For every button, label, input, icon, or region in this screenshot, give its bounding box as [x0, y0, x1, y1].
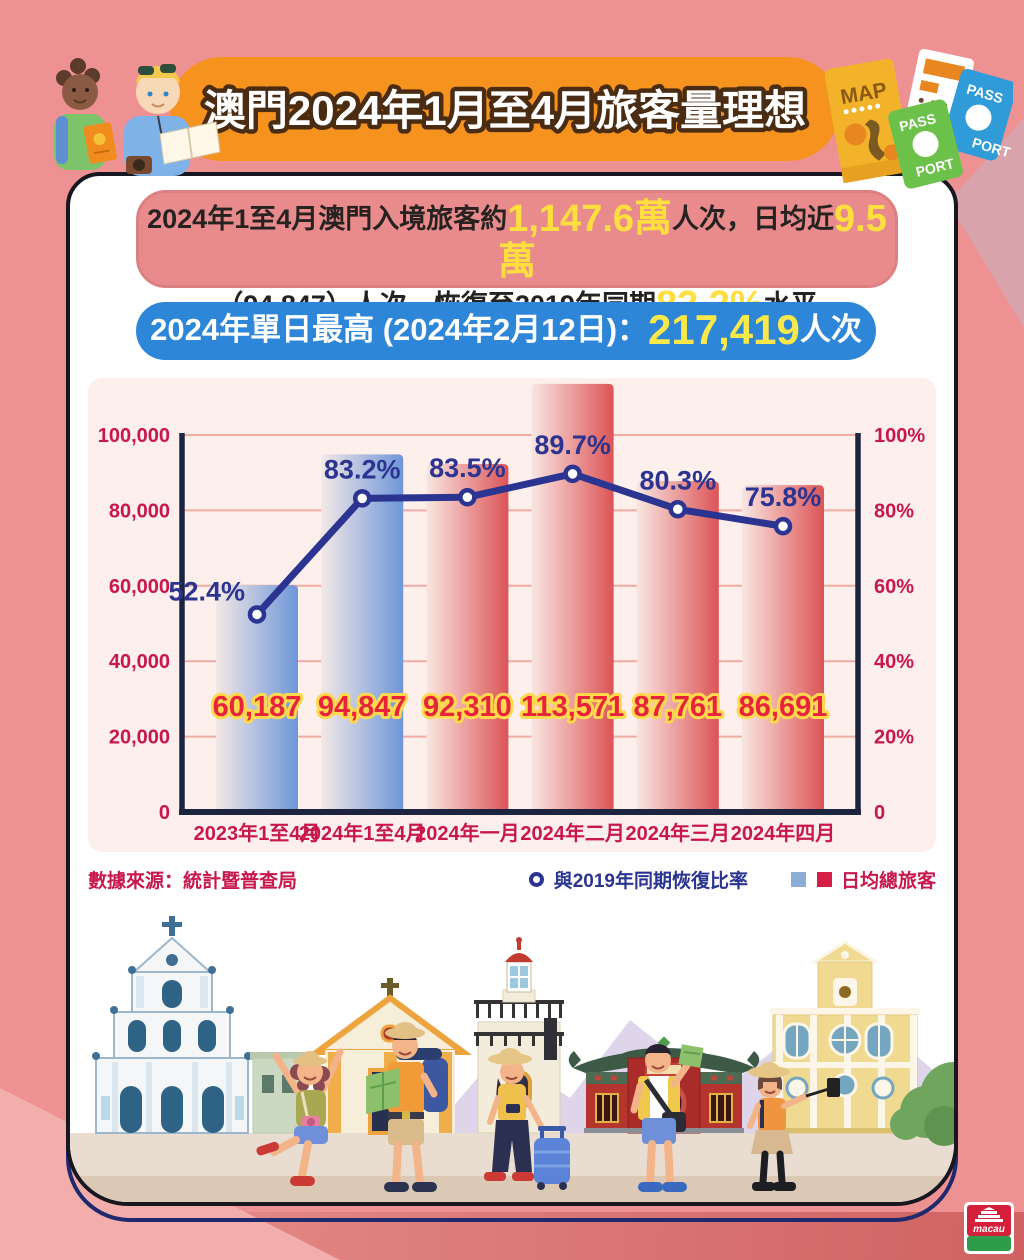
svg-text:macau: macau [973, 1224, 1005, 1235]
st-pauls-ruins [92, 916, 252, 1134]
chart-meta-row: 數據來源：統計暨普查局 與2019年同期恢復比率 日均總旅客 [88, 864, 936, 894]
line-marker [352, 489, 372, 508]
right-axis-tick-label: 40% [874, 651, 914, 673]
tourist-map-man [630, 1044, 704, 1192]
text-segment: 人次 [799, 312, 862, 347]
record-text: 2024年單日最高 (2024年2月12日)：217,419人次 [150, 309, 862, 351]
legend-bar-swatch-red [816, 871, 832, 887]
bar-value-label: 113,571 [521, 691, 624, 723]
bar [742, 485, 824, 812]
text-segment: 1,147.6萬 [507, 198, 673, 240]
y-axis-tick-label: 80,000 [109, 500, 170, 522]
bar-value-label: 60,187 [213, 691, 302, 723]
bar-value-label: 86,691 [739, 691, 828, 723]
bar [636, 481, 719, 812]
legend-bar-swatch-blue [790, 871, 806, 887]
pct-label: 89.7% [534, 430, 611, 460]
tourist-character-left [54, 58, 117, 170]
text-segment: 9.5萬 [497, 198, 887, 283]
tourist-selfie-woman [747, 1062, 840, 1191]
chart-panel: 0 20,000 40,000 60,000 80,000 100,000 0 20% 40% 6… [88, 378, 936, 852]
text-segment: 人次，日均近 [672, 204, 835, 234]
legend-line-marker-icon [528, 871, 544, 887]
passport-green-icon: PASS PORT [888, 99, 963, 189]
record-pill: 2024年單日最高 (2024年2月12日)：217,419人次 [136, 302, 876, 360]
x-axis-label: 2024年三月 [626, 821, 731, 845]
tourist-backpacker-man [366, 1022, 448, 1192]
line-marker [458, 487, 477, 507]
bar [426, 463, 509, 812]
macau-tourism-logo: macau [964, 1202, 1014, 1254]
legend-bar-label: 日均總旅客 [840, 870, 936, 892]
source-label: 數據來源：統計暨普查局 [88, 870, 298, 892]
ruins-facade-glyph [975, 1207, 1003, 1222]
right-axis-tick-label: 0 [874, 802, 885, 824]
pct-label: 75.8% [745, 482, 822, 512]
y-axis-tick-label: 20,000 [109, 727, 170, 749]
x-axis-label: 2024年二月 [520, 821, 625, 845]
x-axis-label: 2023年1至4月 [194, 821, 321, 845]
summary-line-1: 2024年1至4月澳門入境旅客約1,147.6萬人次，日均近9.5萬 [139, 198, 895, 284]
tourist-character-right [124, 64, 221, 176]
ground [70, 1133, 954, 1202]
bar-value-label: 94,847 [318, 691, 407, 723]
summary-box: 2024年1至4月澳門入境旅客約1,147.6萬人次，日均近9.5萬 （94,8… [136, 190, 898, 324]
header-banner: 澳門2024年1月至4月旅客量理想 [170, 57, 840, 161]
bar [531, 383, 614, 812]
tourist-jumping-girl [256, 1048, 344, 1186]
visitors-chart: 0 20,000 40,000 60,000 80,000 100,000 0 20% 40% 6… [98, 383, 925, 845]
line-marker [773, 516, 793, 536]
y-axis-tick-label: 0 [159, 802, 170, 824]
right-axis-tick-label: 20% [874, 727, 914, 749]
tourist-suitcase-woman [484, 1048, 570, 1190]
content-card: 2024年1至4月澳門入境旅客約1,147.6萬人次，日均近9.5萬 （94,8… [66, 172, 958, 1206]
x-axis-label: 2024年一月 [415, 821, 520, 845]
bar-value-label: 87,761 [633, 691, 722, 723]
line-marker [247, 605, 267, 624]
passport-blue-icon: PASS PORT [941, 69, 1013, 161]
right-axis-tick-label: 100% [874, 425, 925, 447]
pct-label: 80.3% [640, 465, 717, 495]
y-axis-tick-label: 40,000 [109, 651, 170, 673]
bushes [890, 1062, 954, 1146]
page-title: 澳門2024年1月至4月旅客量理想 [204, 87, 806, 134]
x-axis-label: 2024年四月 [731, 821, 836, 845]
line-marker [668, 500, 688, 519]
bar [321, 454, 404, 812]
pct-label: 52.4% [168, 576, 245, 606]
pct-label: 83.2% [324, 454, 401, 484]
text-segment: 2024年1至4月澳門入境旅客約 [147, 204, 508, 234]
bar [216, 585, 298, 812]
map-icon: MAP [824, 58, 913, 184]
y-axis-tick-label: 100,000 [98, 425, 170, 447]
text-segment: 2024年單日最高 (2024年2月12日)： [150, 312, 649, 347]
bar-value-label: 92,310 [423, 691, 512, 723]
chart-legend: 與2019年同期恢復比率 日均總旅客 [528, 866, 936, 893]
pct-label: 83.5% [429, 453, 506, 483]
trend-line [253, 470, 787, 618]
side-building [250, 1052, 308, 1134]
header-tourists-illustration [54, 58, 221, 176]
legend-line-label: 與2019年同期恢復比率 [553, 870, 748, 892]
macau-cityscape-illustration [70, 916, 954, 1202]
st-dominics-church [770, 940, 920, 1134]
travel-documents-illustration: MAP PASS PORT PASS PORT [824, 48, 1013, 189]
x-axis-label: 2024年1至4月 [299, 821, 426, 845]
text-segment: 217,419 [648, 306, 800, 353]
line-marker [563, 464, 582, 484]
right-axis-tick-label: 60% [874, 576, 914, 598]
y-axis-tick-label: 60,000 [109, 576, 170, 598]
right-axis-tick-label: 80% [874, 500, 914, 522]
